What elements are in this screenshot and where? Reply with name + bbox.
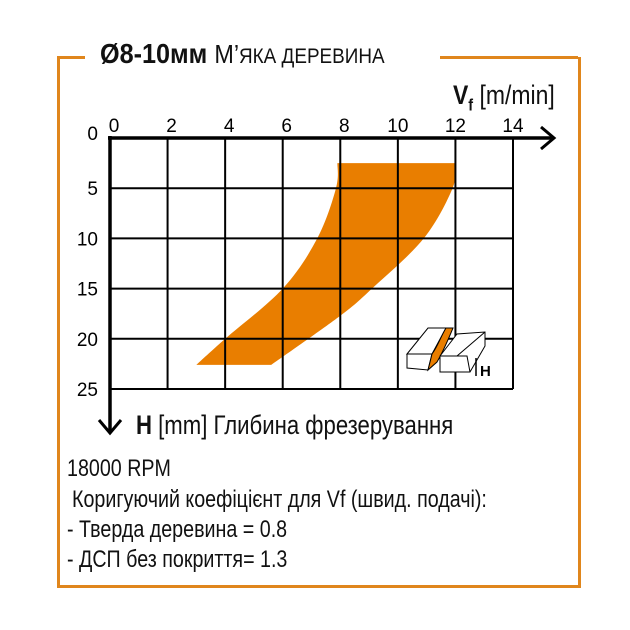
operating-region [196,163,456,365]
chipboard-factor: - ДСП без покриття= 1.3 [67,546,288,573]
x-tick-label: 4 [224,116,235,137]
x-tick-label: 12 [445,116,466,137]
rpm-note: 18000 RPM [67,455,171,482]
y-axis-symbol: H [136,410,152,440]
x-axis-subscript: f [468,95,474,115]
x-tick-label: 8 [339,116,350,137]
title-diameter: Ø8-10мм [100,38,208,69]
y-axis-unit: [mm] [158,410,208,440]
x-axis-unit: [m/min] [479,80,555,110]
title-material: яка деревина [239,45,385,68]
x-axis-symbol: V [453,80,469,110]
x-axis-label: Vf [m/min] [453,80,555,115]
y-axis-arrow-icon [97,419,123,436]
chart-title: Ø8-10мм М’яка деревина [100,38,385,70]
factor-title: Коригуючий коефіцієнт для Vf (швид. пода… [72,486,487,513]
inset-height-label: H [480,363,491,380]
y-tick-label: 20 [77,330,98,351]
title-material-initial: М’ [214,39,240,69]
y-axis-label: H [mm] Глибина фрезерування [136,410,453,441]
hardwood-factor: - Тверда деревина = 0.8 [67,516,288,543]
frame-border [57,57,581,588]
frame-top-left [57,56,85,59]
frame-top-right [440,56,578,59]
x-tick-label: 14 [502,116,524,137]
x-tick-label: 2 [166,116,177,137]
x-axis-arrow-icon [540,125,557,151]
y-tick-label: 10 [77,229,98,250]
y-axis-text: Глибина фрезерування [213,410,454,440]
x-tick-label: 0 [109,116,120,137]
y-tick-label: 0 [87,124,98,145]
y-tick-label: 15 [77,280,98,301]
y-tick-label: 25 [77,380,98,401]
x-tick-label: 6 [281,116,292,137]
milled-profile-icon [405,327,486,376]
x-tick-label: 10 [387,116,408,137]
y-tick-label: 5 [87,179,98,200]
